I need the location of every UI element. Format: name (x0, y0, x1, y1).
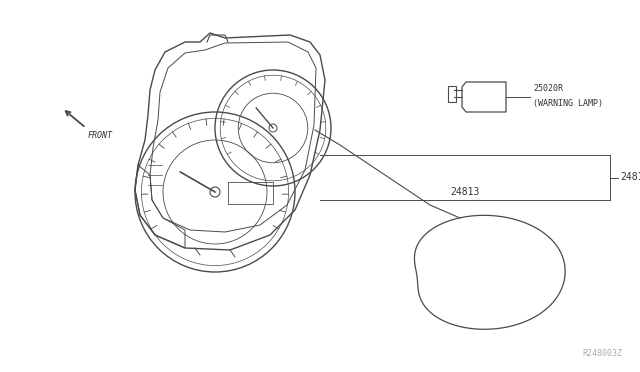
Text: FRONT: FRONT (88, 131, 113, 140)
Text: 24810: 24810 (620, 173, 640, 183)
Bar (228, 182, 273, 204)
Circle shape (210, 187, 220, 197)
Text: R248003Z: R248003Z (582, 349, 622, 358)
Bar (448, 86, 456, 102)
Text: 25020R: 25020R (533, 84, 563, 93)
Circle shape (269, 124, 277, 132)
Text: (WARNING LAMP): (WARNING LAMP) (533, 99, 603, 108)
Text: 24813: 24813 (450, 187, 479, 197)
